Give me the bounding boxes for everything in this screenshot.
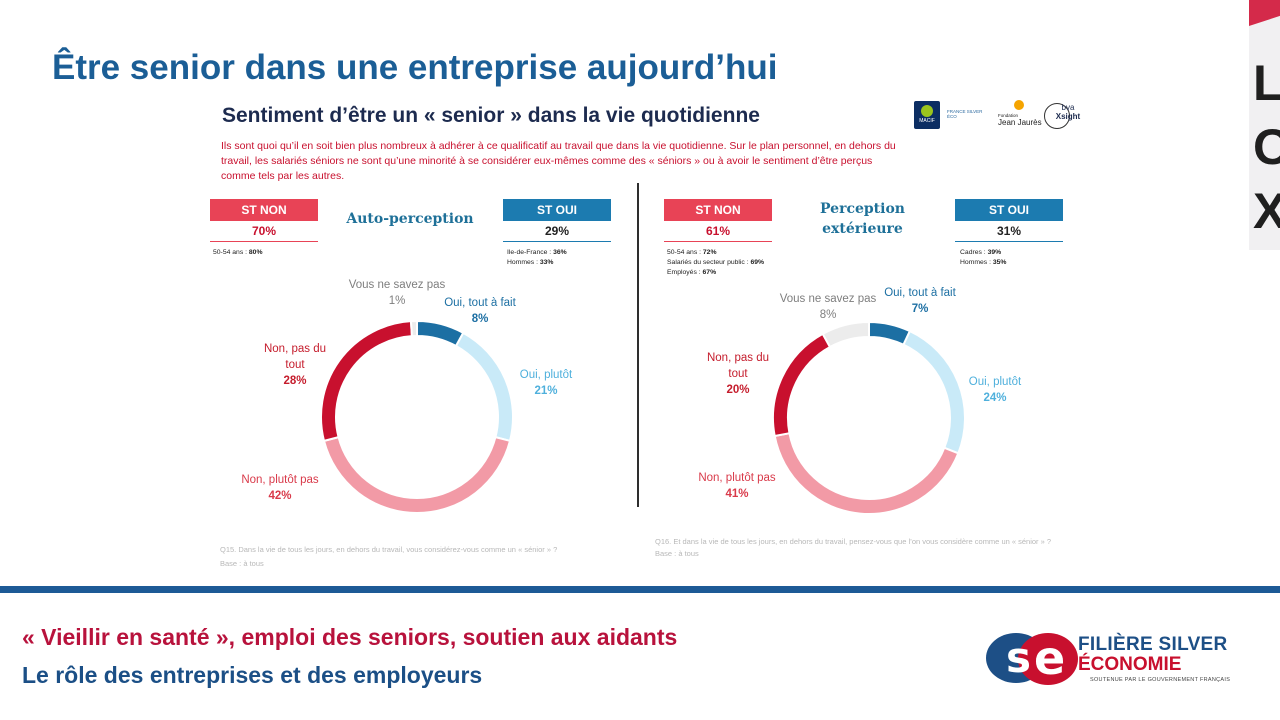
question-note: Q15. Dans la vie de tous les jours, en d…: [220, 545, 558, 568]
footer-subtitle: Le rôle des entreprises et des employeur…: [22, 662, 483, 688]
decoration-red-shape: [1249, 0, 1280, 26]
question-note: Q16. Et dans la vie de tous les jours, e…: [655, 537, 1052, 558]
st-oui-value: 29%: [544, 224, 570, 238]
france-silver-eco-logo: FRANCE SILVER ÉCO: [947, 109, 983, 119]
st-non-notes: 50-54 ans : 72% Salariés du secteur publ…: [667, 249, 765, 276]
fse-logo-tagline: SOUTENUE PAR LE GOUVERNEMENT FRANÇAIS: [1090, 677, 1231, 683]
donut-label-non-plutot-pas: Non, plutôt pas 42%: [241, 474, 319, 502]
donut-label-oui-plutot: Oui, plutôt 21%: [519, 369, 573, 397]
svg-text:e: e: [1034, 631, 1065, 685]
decoration-letter: L: [1253, 55, 1280, 111]
donut-label-oui-tout-a-fait: Oui, tout à fait 7%: [884, 287, 956, 315]
decoration-letter: O: [1253, 119, 1280, 175]
st-non-notes: 50-54 ans : 80%: [213, 249, 263, 256]
st-oui-notes: Cadres : 39% Hommes : 35%: [960, 249, 1007, 266]
decoration-letter: X: [1253, 183, 1280, 239]
fse-logo-line1: FILIÈRE SILVER: [1078, 634, 1228, 655]
st-non-value: 70%: [251, 224, 277, 238]
donut-label-oui-tout-a-fait: Oui, tout à fait 8%: [444, 297, 516, 325]
donut-segment-ne-savez-pas: [821, 320, 870, 349]
donut-segment-non-plutot-pas: [322, 435, 512, 514]
filiere-silver-economie-logo: s e FILIÈRE SILVER ÉCONOMIE SOUTENUE PAR…: [986, 630, 1256, 690]
donut-label-ne-savez-pas: Vous ne savez pas 8%: [779, 293, 877, 321]
donut-label-non-pas-du-tout: Non, pas du tout 28%: [263, 343, 326, 387]
donut-segment-non-pas-du-tout: [772, 332, 832, 438]
footer-title: « Vieillir en santé », emploi des senior…: [22, 624, 678, 650]
donut-label-oui-plutot: Oui, plutôt 24%: [968, 376, 1022, 404]
st-oui-underline: [503, 241, 611, 242]
st-non-underline: [664, 241, 772, 242]
panel-heading-auto-perception: Auto-perception: [346, 211, 474, 227]
st-oui-notes: Ile-de-France : 36% Hommes : 33%: [507, 249, 567, 266]
st-oui-underline: [955, 241, 1063, 242]
st-oui-value: 31%: [996, 224, 1022, 238]
st-oui-box: ST OUI: [503, 199, 611, 221]
slide-title: Sentiment d’être un « senior » dans la v…: [222, 104, 760, 127]
bva-xsight-logo: bva Xsight: [1044, 103, 1080, 129]
page-title: Être senior dans une entreprise aujourd’…: [52, 48, 778, 87]
fse-logo-line2: ÉCONOMIE: [1078, 654, 1182, 675]
donut-label-non-pas-du-tout: Non, pas du tout 20%: [706, 352, 769, 396]
partner-logos: MACIF FRANCE SILVER ÉCO Fondation Jean J…: [912, 99, 1082, 135]
st-non-value: 61%: [705, 224, 731, 238]
fondation-jean-jaures-logo: Fondation Jean Jaurès: [998, 100, 1042, 127]
se-mark-icon: s e: [986, 631, 1078, 685]
st-non-box: ST NON: [664, 199, 772, 221]
panel-heading-perception-exterieure: Perception extérieure: [820, 201, 905, 237]
svg-text:s: s: [1006, 633, 1031, 682]
donut-label-non-plutot-pas: Non, plutôt pas 41%: [698, 472, 776, 500]
panel-divider: [637, 183, 639, 507]
donut-segment-ne-savez-pas: [409, 319, 418, 338]
donut-label-ne-savez-pas: Vous ne savez pas 1%: [348, 279, 446, 307]
donut-segment-oui-tout-a-fait: [868, 320, 912, 347]
st-non-underline: [210, 241, 318, 242]
macif-logo: MACIF: [914, 101, 940, 129]
footer-band: [0, 586, 1280, 593]
st-non-box: ST NON: [210, 199, 318, 221]
donut-segment-non-plutot-pas: [773, 432, 960, 515]
intro-text: Ils sont quoi qu’il en soit bien plus no…: [221, 140, 896, 182]
side-decoration: L O X: [1249, 0, 1280, 250]
st-oui-box: ST OUI: [955, 199, 1063, 221]
